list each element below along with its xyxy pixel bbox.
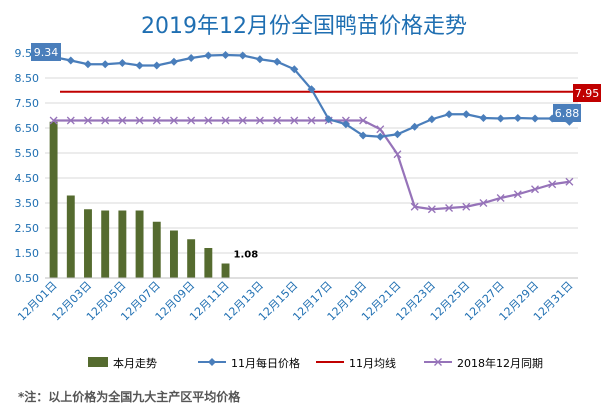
bar xyxy=(84,209,92,278)
nov-daily-marker xyxy=(187,54,196,62)
series-2018-marker xyxy=(565,177,574,186)
nov-daily-marker xyxy=(513,114,522,122)
nov-daily-marker xyxy=(445,110,454,119)
y-tick-label: 2.50 xyxy=(15,222,40,235)
series-2018-marker xyxy=(49,116,58,125)
bar xyxy=(66,195,75,278)
y-tick-label: 4.50 xyxy=(15,172,40,185)
y-tick-label: 5.50 xyxy=(15,147,40,160)
legend-marker-diamond xyxy=(208,358,216,366)
nov-daily-marker xyxy=(427,115,436,124)
nov-daily-marker xyxy=(290,65,299,74)
bar xyxy=(221,263,230,278)
y-tick-label: 8.50 xyxy=(15,72,40,85)
nov-daily-marker xyxy=(531,114,540,123)
nov-daily-marker xyxy=(496,114,505,123)
bar xyxy=(118,210,127,278)
nov-daily-marker xyxy=(152,61,161,70)
y-tick-label: 3.50 xyxy=(15,197,40,210)
series-2018-marker xyxy=(513,190,522,199)
series-2018-marker xyxy=(118,116,127,125)
average-value-label: 7.95 xyxy=(575,87,600,100)
series-2018-marker xyxy=(496,194,505,202)
legend-label: 11月每日价格 xyxy=(231,356,300,370)
nov-daily-line xyxy=(53,53,570,138)
nov-daily-marker xyxy=(83,60,92,69)
nov-daily-marker xyxy=(169,57,178,66)
average-value-label-box xyxy=(573,84,601,102)
nov-daily-marker xyxy=(359,131,368,140)
series-2018-marker xyxy=(273,116,282,125)
nov-daily-marker xyxy=(324,115,333,124)
bar xyxy=(101,210,110,278)
series-2018-marker xyxy=(445,204,454,212)
bar xyxy=(135,210,144,278)
series-2018-marker xyxy=(169,116,178,125)
series-2018-marker xyxy=(376,125,385,134)
series-2018-marker xyxy=(204,116,213,125)
nov-daily-marker xyxy=(307,85,316,94)
series-2018-marker xyxy=(290,116,299,125)
nov-daily-marker xyxy=(66,56,75,65)
legend-swatch-bar xyxy=(88,357,108,367)
bar xyxy=(152,221,161,278)
series-2018-marker xyxy=(238,116,247,125)
nov-daily-marker xyxy=(221,51,230,59)
nov-daily-marker xyxy=(341,120,350,129)
series-2018-marker xyxy=(255,116,264,125)
series-2018-marker xyxy=(359,116,368,125)
nov-daily-marker xyxy=(204,51,213,60)
nov-daily-marker xyxy=(479,114,488,122)
nov-daily-marker xyxy=(410,122,419,131)
bar xyxy=(49,121,58,278)
series-2018-marker xyxy=(307,116,316,125)
legend-label: 2018年12月同期 xyxy=(457,356,543,370)
legend-label: 11月均线 xyxy=(349,356,396,370)
series-2018-marker xyxy=(187,116,196,125)
first-value-label: 9.34 xyxy=(34,46,59,59)
nov-daily-marker xyxy=(118,59,127,67)
legend-marker-x xyxy=(434,358,442,366)
bar xyxy=(204,248,213,278)
series-2018-marker xyxy=(135,116,144,125)
series-2018-line xyxy=(53,119,570,211)
last-value-label-box xyxy=(553,104,581,122)
y-tick-label: 0.50 xyxy=(15,272,40,285)
chart-footnote: *注：以上价格为全国九大主产区平均价格 xyxy=(18,390,241,404)
last-value-label: 6.88 xyxy=(555,107,580,120)
bar xyxy=(187,239,196,278)
nov-daily-marker xyxy=(273,57,282,66)
series-2018-marker xyxy=(101,116,110,125)
series-2018-marker xyxy=(221,116,230,125)
series-2018-marker xyxy=(393,150,402,159)
nov-daily-marker xyxy=(101,60,110,69)
y-tick-label: 7.50 xyxy=(15,97,40,110)
chart-title: 2019年12月份全国鸭苗价格走势 xyxy=(141,14,467,39)
series-2018-marker xyxy=(66,116,75,125)
y-tick-label: 6.50 xyxy=(15,122,40,135)
series-2018-marker xyxy=(462,202,471,211)
series-2018-marker xyxy=(84,116,92,125)
y-tick-label: 1.50 xyxy=(15,247,40,260)
series-2018-marker xyxy=(410,202,419,211)
series-2018-marker xyxy=(548,180,557,189)
series-2018-marker xyxy=(531,185,539,194)
bar-last-value-label: 1.08 xyxy=(233,250,258,261)
nov-daily-marker xyxy=(135,61,144,70)
nov-daily-marker xyxy=(376,132,385,141)
legend-label: 本月走势 xyxy=(113,356,157,370)
series-2018-marker xyxy=(427,205,436,214)
nov-daily-marker xyxy=(462,110,471,119)
first-value-label-box xyxy=(31,43,61,61)
series-2018-marker xyxy=(479,199,488,207)
bar xyxy=(169,230,178,278)
nov-daily-marker xyxy=(393,130,402,139)
nov-daily-marker xyxy=(238,51,247,60)
series-2018-marker xyxy=(152,116,161,125)
nov-daily-marker xyxy=(255,55,264,64)
